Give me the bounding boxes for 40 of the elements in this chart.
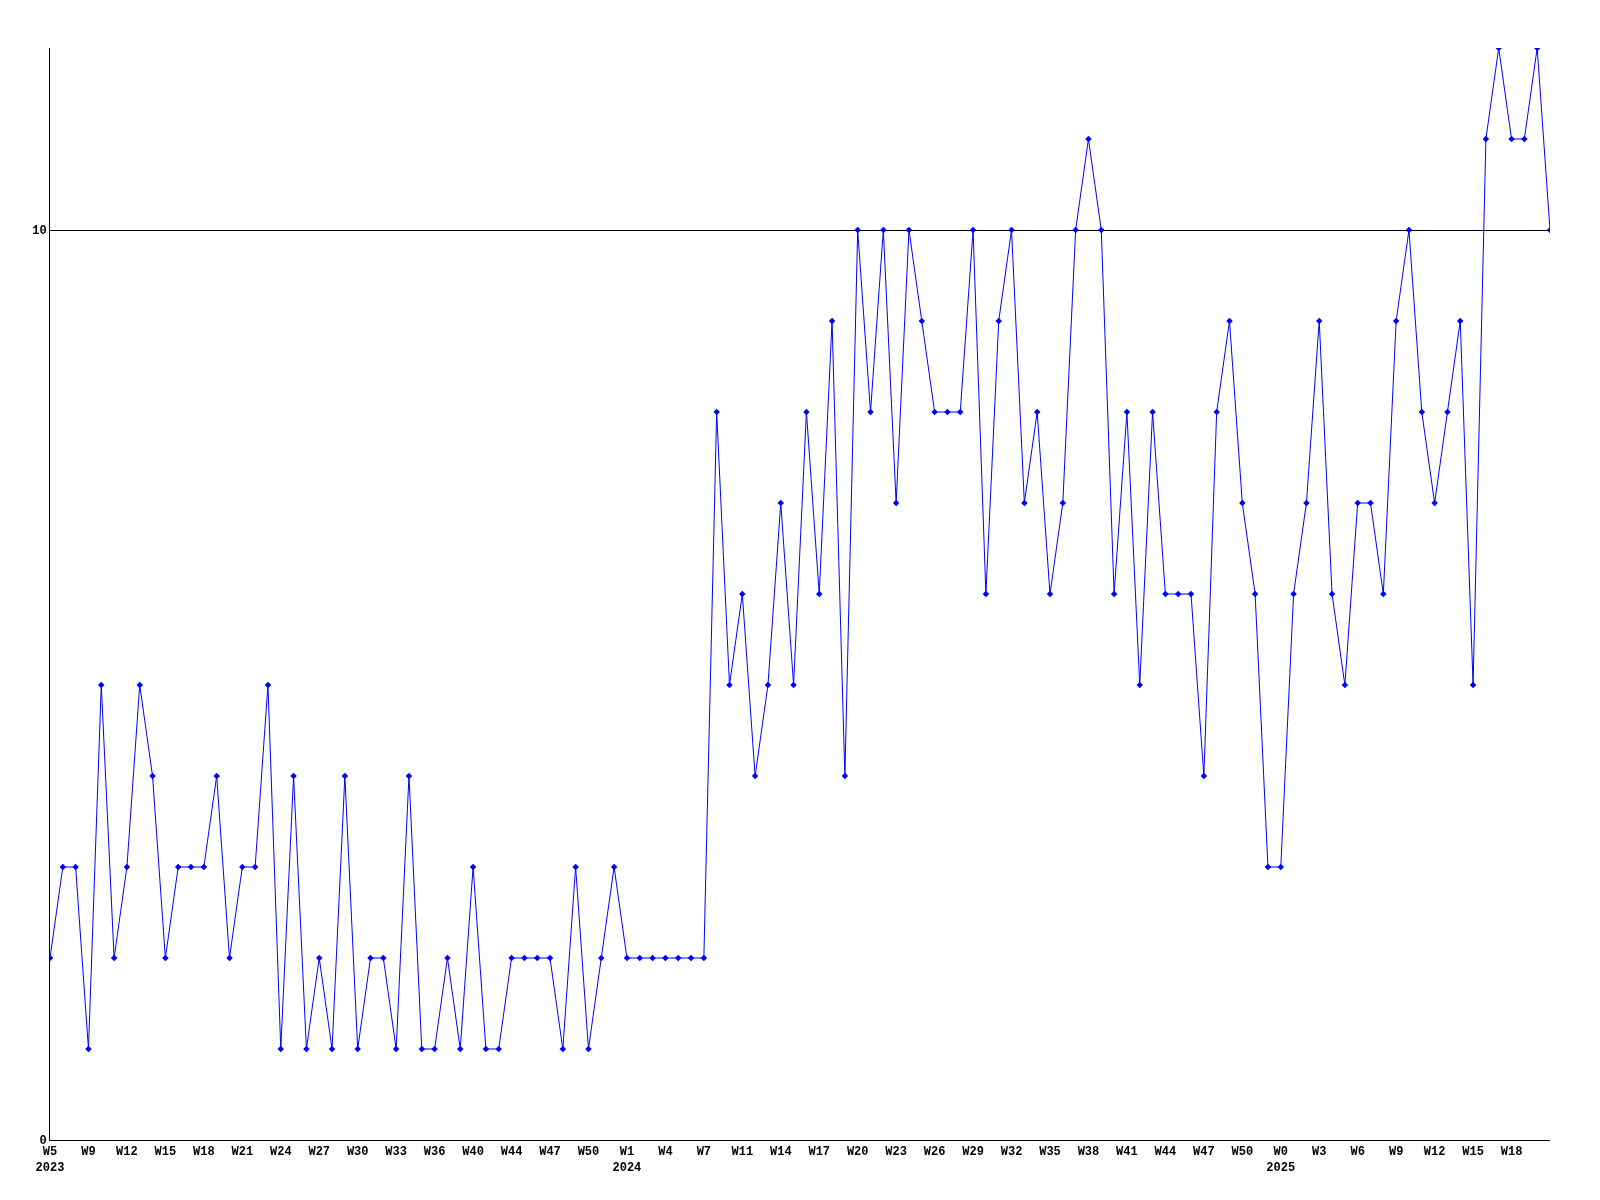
x-tick-label: W12	[116, 1145, 138, 1160]
x-tick-label: W11	[731, 1145, 754, 1160]
x-tick-label: W44	[500, 1145, 523, 1160]
x-tick-label: W9	[81, 1145, 96, 1160]
x-tick-label: W27	[308, 1145, 331, 1160]
x-tick-label: W23	[885, 1145, 907, 1160]
x-tick-label: W15	[1462, 1145, 1484, 1160]
x-tick-label: W35	[1039, 1145, 1061, 1160]
x-tick-label: W15	[154, 1145, 177, 1160]
x-tick-label: W0 2025	[1266, 1145, 1296, 1175]
x-tick-label: W26	[923, 1145, 946, 1160]
x-tick-label: W20	[846, 1145, 869, 1160]
x-tick-label: W24	[269, 1145, 292, 1160]
x-tick-label: W32	[1000, 1145, 1023, 1160]
x-tick-label: W18	[193, 1145, 215, 1160]
y-tick-label: 10	[32, 224, 47, 239]
x-tick-label: W36	[423, 1145, 446, 1160]
x-tick-label: W33	[385, 1145, 407, 1160]
x-tick-label: W50	[1231, 1145, 1254, 1160]
x-tick-label: W5 2023	[35, 1145, 65, 1175]
x-tick-label: W14	[769, 1145, 792, 1160]
x-tick-label: W47	[1193, 1145, 1215, 1160]
x-tick-label: W1 2024	[612, 1145, 642, 1175]
x-tick-label: W30	[346, 1145, 369, 1160]
x-tick-label: W29	[962, 1145, 984, 1160]
x-tick-label: W4	[658, 1145, 673, 1160]
x-tick-label: W38	[1077, 1145, 1100, 1160]
x-tick-label: W47	[539, 1145, 561, 1160]
x-tick-label: W17	[808, 1145, 831, 1160]
x-tick-label: W3	[1312, 1145, 1327, 1160]
x-tick-label: W44	[1154, 1145, 1177, 1160]
x-tick-label: W6	[1350, 1145, 1365, 1160]
x-tick-label: W40	[462, 1145, 484, 1160]
x-tick-label: W21	[231, 1145, 254, 1160]
x-tick-label: W7	[696, 1145, 712, 1160]
x-tick-label: W41	[1116, 1145, 1138, 1160]
x-tick-label: W12	[1423, 1145, 1446, 1160]
x-tick-label: W50	[577, 1145, 600, 1160]
x-tick-label: W18	[1500, 1145, 1523, 1160]
x-tick-label: W9	[1388, 1145, 1404, 1160]
